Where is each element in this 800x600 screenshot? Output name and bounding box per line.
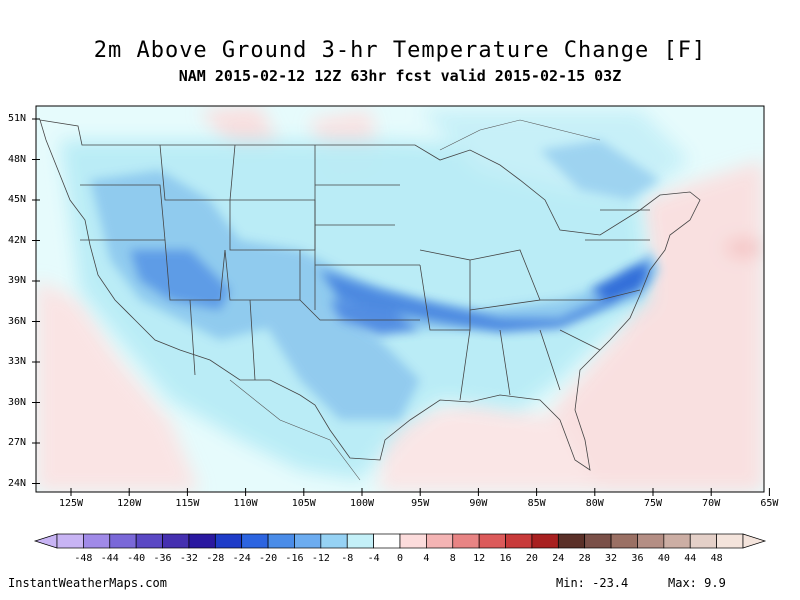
- colorbar-swatch: [637, 533, 665, 549]
- colorbar-label: 44: [684, 553, 697, 564]
- colorbar-swatch: [346, 533, 374, 549]
- colorbar-swatch: [610, 533, 638, 549]
- lon-label: 80W: [585, 498, 604, 509]
- colorbar-swatch: [689, 533, 717, 549]
- colorbar-label: -28: [206, 553, 225, 564]
- colorbar-swatch: [135, 533, 163, 549]
- colorbar-swatch: [505, 533, 533, 549]
- lat-label: 45N: [8, 194, 27, 205]
- colorbar: [33, 533, 767, 549]
- colorbar-swatch: [56, 533, 84, 549]
- colorbar-swatch: [188, 533, 216, 549]
- colorbar-label: 40: [657, 553, 670, 564]
- lat-label: 42N: [8, 234, 27, 246]
- colorbar-swatch: [83, 533, 111, 549]
- colorbar-label: 0: [396, 553, 404, 564]
- colorbar-label: 28: [578, 553, 591, 564]
- colorbar-low-arrow: [33, 533, 58, 549]
- colorbar-swatch: [584, 533, 612, 549]
- colorbar-label: -36: [153, 553, 172, 564]
- colorbar-swatch: [320, 533, 348, 549]
- colorbar-high-arrow: [742, 533, 767, 549]
- colorbar-swatch: [426, 533, 454, 549]
- colorbar-swatch: [294, 533, 322, 549]
- colorbar-label: 32: [605, 553, 618, 564]
- lat-label: 24N: [8, 477, 27, 489]
- colorbar-swatch: [373, 533, 401, 549]
- colorbar-swatch: [241, 533, 269, 549]
- colorbar-swatch: [267, 533, 295, 549]
- colorbar-label: -16: [285, 553, 304, 564]
- colorbar-label: -32: [179, 553, 198, 564]
- colorbar-label: -12: [311, 553, 330, 564]
- lon-label: 90W: [469, 498, 488, 509]
- map-title: 2m Above Ground 3-hr Temperature Change …: [93, 38, 707, 63]
- lon-label: 85W: [527, 498, 546, 509]
- colorbar-label: -8: [341, 553, 354, 564]
- colorbar-label: 8: [449, 553, 456, 564]
- lat-label: 33N: [8, 356, 27, 367]
- colorbar-swatch: [531, 533, 559, 549]
- max-value: Max: 9.9: [668, 576, 726, 590]
- colorbar-label: -44: [100, 553, 119, 564]
- colorbar-label: 12: [473, 553, 486, 564]
- site-credit: InstantWeatherMaps.com: [8, 576, 167, 590]
- lon-label: 110W: [233, 498, 258, 509]
- lon-label: 105W: [291, 498, 316, 509]
- colorbar-label: -20: [259, 553, 278, 564]
- lat-label: 48N: [8, 153, 27, 165]
- colorbar-swatch: [663, 533, 691, 549]
- lon-label: 115W: [175, 498, 200, 509]
- colorbar-label: 48: [710, 553, 723, 564]
- colorbar-swatch: [478, 533, 506, 549]
- colorbar-swatch: [716, 533, 744, 549]
- colorbar-swatch: [109, 533, 137, 549]
- min-value: Min: -23.4: [556, 576, 629, 590]
- lon-label: 95W: [411, 498, 430, 509]
- lon-label: 70W: [702, 498, 721, 509]
- lon-label: 100W: [349, 498, 375, 509]
- lon-label: 120W: [117, 498, 142, 509]
- colorbar-label: 16: [499, 553, 512, 564]
- lon-label: 65W: [760, 498, 779, 509]
- map-subtitle: NAM 2015-02-12 12Z 63hr fcst valid 2015-…: [178, 67, 622, 85]
- colorbar-label: 20: [525, 553, 538, 564]
- colorbar-swatch: [162, 533, 190, 549]
- colorbar-swatch: [557, 533, 586, 549]
- colorbar-swatch: [214, 533, 243, 549]
- colorbar-label: 36: [631, 553, 644, 564]
- colorbar-label: 4: [423, 553, 430, 564]
- colorbar-label: 24: [552, 553, 565, 564]
- colorbar-swatch: [452, 533, 480, 549]
- colorbar-label: -48: [74, 553, 93, 564]
- colorbar-label: -40: [127, 553, 146, 564]
- lat-label: 36N: [8, 315, 27, 327]
- lon-label: 75W: [643, 498, 663, 509]
- lat-label: 30N: [8, 396, 27, 408]
- colorbar-label: -24: [232, 553, 251, 564]
- colorbar-swatch: [399, 533, 427, 549]
- lat-label: 27N: [8, 437, 27, 448]
- lon-label: 125W: [58, 498, 84, 509]
- colorbar-label: -4: [367, 553, 380, 564]
- lat-label: 39N: [8, 275, 27, 286]
- lat-label: 51N: [8, 113, 27, 124]
